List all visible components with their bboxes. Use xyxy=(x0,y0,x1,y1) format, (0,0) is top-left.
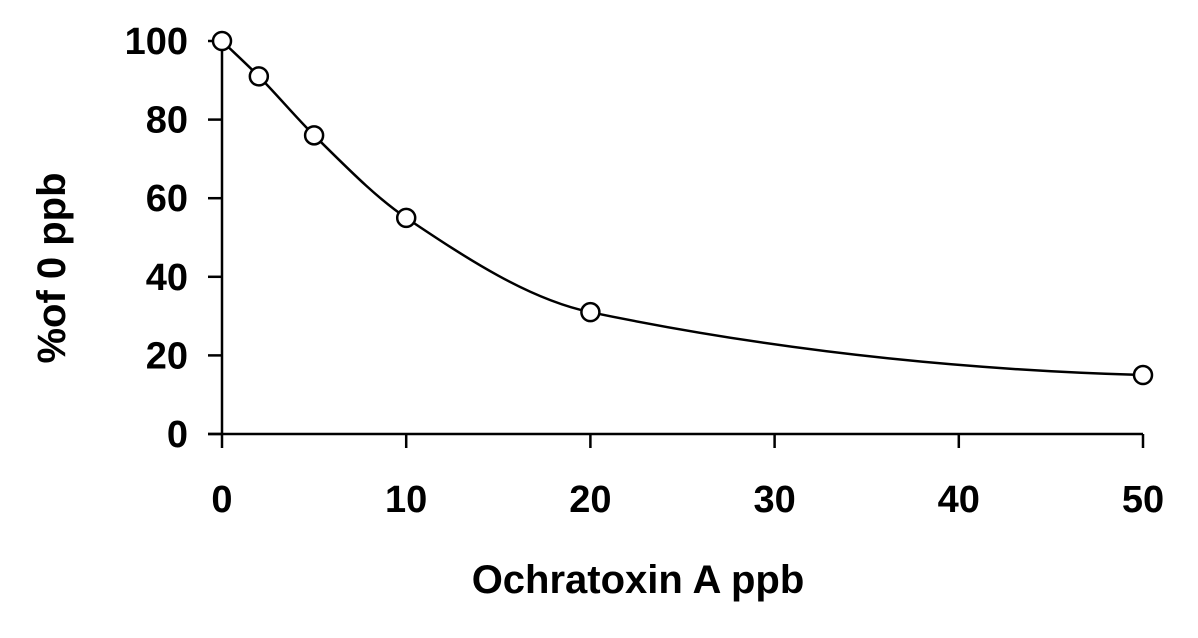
y-tick-label: 0 xyxy=(167,414,188,456)
data-point xyxy=(1132,364,1154,386)
trend-curve xyxy=(221,40,1144,377)
x-tick-label: 10 xyxy=(385,479,427,521)
y-tick-label: 60 xyxy=(146,178,188,220)
x-tick-label: 40 xyxy=(938,479,980,521)
data-point xyxy=(395,207,417,229)
data-point xyxy=(211,30,233,52)
trend-curve-layer xyxy=(221,40,1144,377)
axes xyxy=(208,39,1145,448)
data-point xyxy=(248,66,270,87)
y-tick-label: 80 xyxy=(146,100,188,142)
y-tick-label: 20 xyxy=(146,335,188,377)
y-tick-label: 40 xyxy=(146,257,188,299)
x-tick-label: 50 xyxy=(1122,479,1164,521)
x-axis-title: Ochratoxin A ppb xyxy=(472,558,805,602)
x-tick-label: 0 xyxy=(211,479,232,521)
data-points xyxy=(211,30,1154,386)
y-axis-title: %of 0 ppb xyxy=(30,172,74,363)
y-tick-label: 100 xyxy=(125,21,188,63)
data-point xyxy=(303,125,325,146)
y-tick-labels: 0 20 40 60 80 100 xyxy=(125,21,188,456)
x-tick-label: 30 xyxy=(753,479,795,521)
x-tick-label: 20 xyxy=(569,479,611,521)
data-point xyxy=(580,301,601,323)
x-tick-labels: 0 10 20 30 40 50 xyxy=(211,479,1164,521)
